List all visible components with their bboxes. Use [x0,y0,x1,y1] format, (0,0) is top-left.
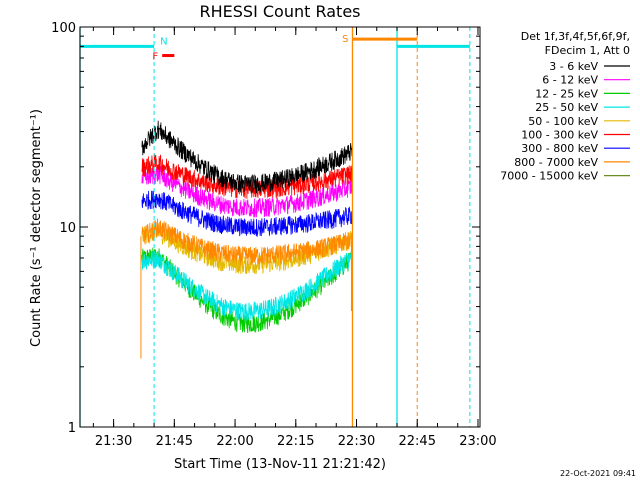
legend-label-3: 12 - 25 keV [535,87,598,100]
series-line-2 [141,166,353,218]
chart-title: RHESSI Count Rates [200,2,361,21]
flag-label-n: N [160,36,167,47]
legend-label-5: 50 - 100 keV [528,115,598,128]
y-tick-label-2: 10 [59,221,76,236]
x-tick-label-5: 22:30 [338,434,375,449]
plot-frame [79,26,481,428]
axes: 21:30 21:45 22:00 22:15 22:30 22:45 23:00 1 10 10… [51,21,497,449]
legend-header-2: FDecim 1, Att 0 [545,44,630,57]
legend-label-4: 25 - 50 keV [535,101,598,114]
y-tick-label-3: 100 [51,21,76,36]
legend-header-1: Det 1f,3f,4f,5f,6f,9f, [521,30,630,43]
series-line-8 [141,218,353,266]
x-tick-label-4: 22:15 [277,434,314,449]
footer-timestamp: 22-Oct-2021 09:41 [560,469,636,478]
x-tick-label-6: 22:45 [399,434,436,449]
x-axis-label: Start Time (13-Nov-11 21:21:42) [174,457,386,472]
legend-label-2: 6 - 12 keV [542,74,598,87]
series-line-7 [141,190,353,237]
flag-label-f: F [152,52,158,63]
x-tick-label-7: 23:00 [459,434,496,449]
legend-label-7: 300 - 800 keV [521,142,598,155]
legend: Det 1f,3f,4f,5f,6f,9f,FDecim 1, Att 0 3 -… [500,30,630,183]
series-line-1 [141,120,353,194]
legend-label-6: 100 - 300 keV [521,129,598,142]
flag-label-s: S [342,34,348,45]
x-tick-label-2: 21:45 [156,434,193,449]
plot-area: NF S [79,27,471,427]
legend-label-1: 3 - 6 keV [549,60,598,73]
y-axis-label: Count Rate (s⁻¹ detector segment⁻¹) [29,109,44,347]
y-tick-label-1: 1 [68,421,76,436]
x-tick-label-3: 22:00 [216,434,253,449]
series-line-4 [141,248,353,322]
x-tick-label-1: 21:30 [95,434,132,449]
legend-label-9: 7000 - 15000 keV [500,170,598,183]
legend-label-8: 800 - 7000 keV [514,156,598,169]
